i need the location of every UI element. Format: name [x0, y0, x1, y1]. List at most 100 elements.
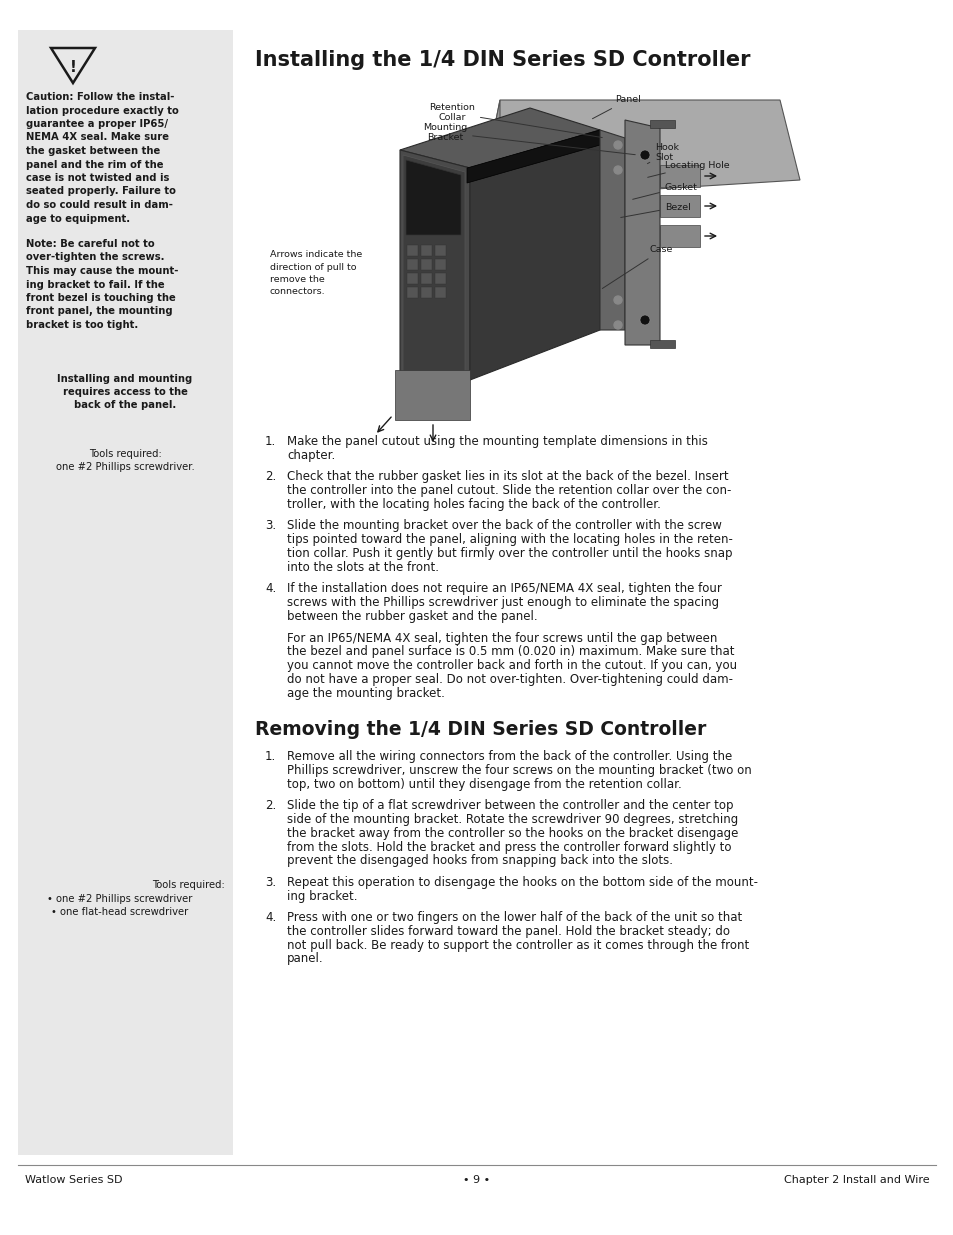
Text: tips pointed toward the panel, aligning with the locating holes in the reten-: tips pointed toward the panel, aligning … [287, 534, 732, 546]
Text: 4.: 4. [265, 582, 276, 595]
Polygon shape [659, 195, 700, 217]
Text: 4.: 4. [265, 911, 276, 924]
Circle shape [614, 296, 621, 304]
Text: from the slots. Hold the bracket and press the controller forward slightly to: from the slots. Hold the bracket and pre… [287, 841, 731, 853]
Text: guarantee a proper IP65/: guarantee a proper IP65/ [26, 119, 168, 128]
Polygon shape [420, 273, 432, 284]
Text: between the rubber gasket and the panel.: between the rubber gasket and the panel. [287, 610, 537, 622]
Polygon shape [435, 273, 446, 284]
Text: Remove all the wiring connectors from the back of the controller. Using the: Remove all the wiring connectors from th… [287, 750, 732, 763]
Polygon shape [649, 340, 675, 348]
Text: Slide the mounting bracket over the back of the controller with the screw: Slide the mounting bracket over the back… [287, 519, 721, 532]
Text: into the slots at the front.: into the slots at the front. [287, 561, 438, 573]
Text: Locating Hole: Locating Hole [647, 161, 729, 178]
Circle shape [614, 321, 621, 329]
Text: side of the mounting bracket. Rotate the screwdriver 90 degrees, stretching: side of the mounting bracket. Rotate the… [287, 813, 738, 826]
Text: Bezel: Bezel [620, 203, 690, 217]
Text: Repeat this operation to disengage the hooks on the bottom side of the mount-: Repeat this operation to disengage the h… [287, 876, 758, 889]
Text: • one flat-head screwdriver: • one flat-head screwdriver [51, 906, 189, 918]
Text: Installing the 1/4 DIN Series SD Controller: Installing the 1/4 DIN Series SD Control… [254, 49, 750, 70]
Polygon shape [407, 259, 417, 270]
Text: over-tighten the screws.: over-tighten the screws. [26, 252, 164, 263]
Polygon shape [420, 287, 432, 298]
Text: the bezel and panel surface is 0.5 mm (0.020 in) maximum. Make sure that: the bezel and panel surface is 0.5 mm (0… [287, 646, 734, 658]
Text: 3.: 3. [265, 519, 275, 532]
Text: the controller into the panel cutout. Slide the retention collar over the con-: the controller into the panel cutout. Sl… [287, 484, 731, 496]
Text: Check that the rubber gasket lies in its slot at the back of the bezel. Insert: Check that the rubber gasket lies in its… [287, 471, 728, 483]
Polygon shape [659, 165, 700, 186]
Text: Tools required:: Tools required: [89, 450, 161, 459]
Text: Hook
Slot: Hook Slot [647, 143, 679, 164]
Text: For an IP65/NEMA 4X seal, tighten the four screws until the gap between: For an IP65/NEMA 4X seal, tighten the fo… [287, 631, 717, 645]
Text: screws with the Phillips screwdriver just enough to eliminate the spacing: screws with the Phillips screwdriver jus… [287, 595, 719, 609]
Text: bracket is too tight.: bracket is too tight. [26, 320, 138, 330]
Polygon shape [649, 120, 675, 128]
Text: front panel, the mounting: front panel, the mounting [26, 306, 172, 316]
Text: 2.: 2. [265, 799, 276, 813]
Text: !: ! [70, 59, 76, 75]
Text: • one #2 Phillips screwdriver: • one #2 Phillips screwdriver [48, 893, 193, 904]
Text: panel.: panel. [287, 952, 323, 966]
Text: Gasket: Gasket [632, 183, 698, 199]
Circle shape [639, 315, 649, 325]
Polygon shape [435, 245, 446, 256]
Polygon shape [420, 259, 432, 270]
Text: 2.: 2. [265, 471, 276, 483]
Text: Phillips screwdriver, unscrew the four screws on the mounting bracket (two on: Phillips screwdriver, unscrew the four s… [287, 764, 751, 777]
Text: prevent the disengaged hooks from snapping back into the slots.: prevent the disengaged hooks from snappi… [287, 855, 672, 867]
Text: Tools required:: Tools required: [152, 881, 225, 890]
Text: case is not twisted and is: case is not twisted and is [26, 173, 170, 183]
Text: This may cause the mount-: This may cause the mount- [26, 266, 178, 275]
Text: Slide the tip of a flat screwdriver between the controller and the center top: Slide the tip of a flat screwdriver betw… [287, 799, 733, 813]
Text: NEMA 4X seal. Make sure: NEMA 4X seal. Make sure [26, 132, 169, 142]
Text: the bracket away from the controller so the hooks on the bracket disengage: the bracket away from the controller so … [287, 826, 738, 840]
Text: back of the panel.: back of the panel. [73, 400, 176, 410]
Text: the gasket between the: the gasket between the [26, 146, 160, 156]
Text: ing bracket.: ing bracket. [287, 889, 357, 903]
Text: ing bracket to fail. If the: ing bracket to fail. If the [26, 279, 165, 289]
Polygon shape [407, 245, 417, 256]
Text: you cannot move the controller back and forth in the cutout. If you can, you: you cannot move the controller back and … [287, 659, 737, 672]
Bar [18, 30, 233, 1155]
Polygon shape [399, 149, 470, 380]
Text: age to equipment.: age to equipment. [26, 214, 130, 224]
Text: Arrows indicate the
direction of pull to
remove the
connectors.: Arrows indicate the direction of pull to… [270, 249, 362, 296]
Text: lation procedure exactly to: lation procedure exactly to [26, 105, 178, 116]
Polygon shape [395, 370, 470, 420]
Polygon shape [402, 156, 464, 375]
Text: front bezel is touching the: front bezel is touching the [26, 293, 175, 303]
Polygon shape [399, 107, 599, 168]
Polygon shape [599, 130, 624, 330]
Polygon shape [467, 130, 599, 183]
Text: Installing and mounting: Installing and mounting [57, 373, 193, 384]
Polygon shape [479, 100, 800, 200]
Text: • 9 •: • 9 • [463, 1174, 490, 1186]
Text: not pull back. Be ready to support the controller as it comes through the front: not pull back. Be ready to support the c… [287, 939, 748, 952]
Text: troller, with the locating holes facing the back of the controller.: troller, with the locating holes facing … [287, 498, 660, 511]
Circle shape [639, 149, 649, 161]
Text: requires access to the: requires access to the [63, 387, 187, 396]
Text: 3.: 3. [265, 876, 275, 889]
Polygon shape [435, 259, 446, 270]
Polygon shape [420, 245, 432, 256]
Text: seated properly. Failure to: seated properly. Failure to [26, 186, 175, 196]
Text: Watlow Series SD: Watlow Series SD [25, 1174, 122, 1186]
Text: Make the panel cutout using the mounting template dimensions in this: Make the panel cutout using the mounting… [287, 435, 707, 448]
Text: Chapter 2 Install and Wire: Chapter 2 Install and Wire [783, 1174, 929, 1186]
Text: Removing the 1/4 DIN Series SD Controller: Removing the 1/4 DIN Series SD Controlle… [254, 720, 705, 740]
Polygon shape [435, 287, 446, 298]
Polygon shape [406, 161, 460, 235]
Text: Mounting
Bracket: Mounting Bracket [422, 124, 635, 154]
Text: chapter.: chapter. [287, 448, 335, 462]
Polygon shape [407, 287, 417, 298]
Text: Panel: Panel [592, 95, 640, 119]
Polygon shape [479, 100, 499, 310]
Polygon shape [470, 130, 599, 380]
Text: tion collar. Push it gently but firmly over the controller until the hooks snap: tion collar. Push it gently but firmly o… [287, 547, 732, 559]
Text: Case: Case [601, 246, 673, 289]
Circle shape [614, 165, 621, 174]
Polygon shape [407, 273, 417, 284]
Text: Note: Be careful not to: Note: Be careful not to [26, 240, 154, 249]
Text: panel and the rim of the: panel and the rim of the [26, 159, 163, 169]
Text: Caution: Follow the instal-: Caution: Follow the instal- [26, 91, 174, 103]
